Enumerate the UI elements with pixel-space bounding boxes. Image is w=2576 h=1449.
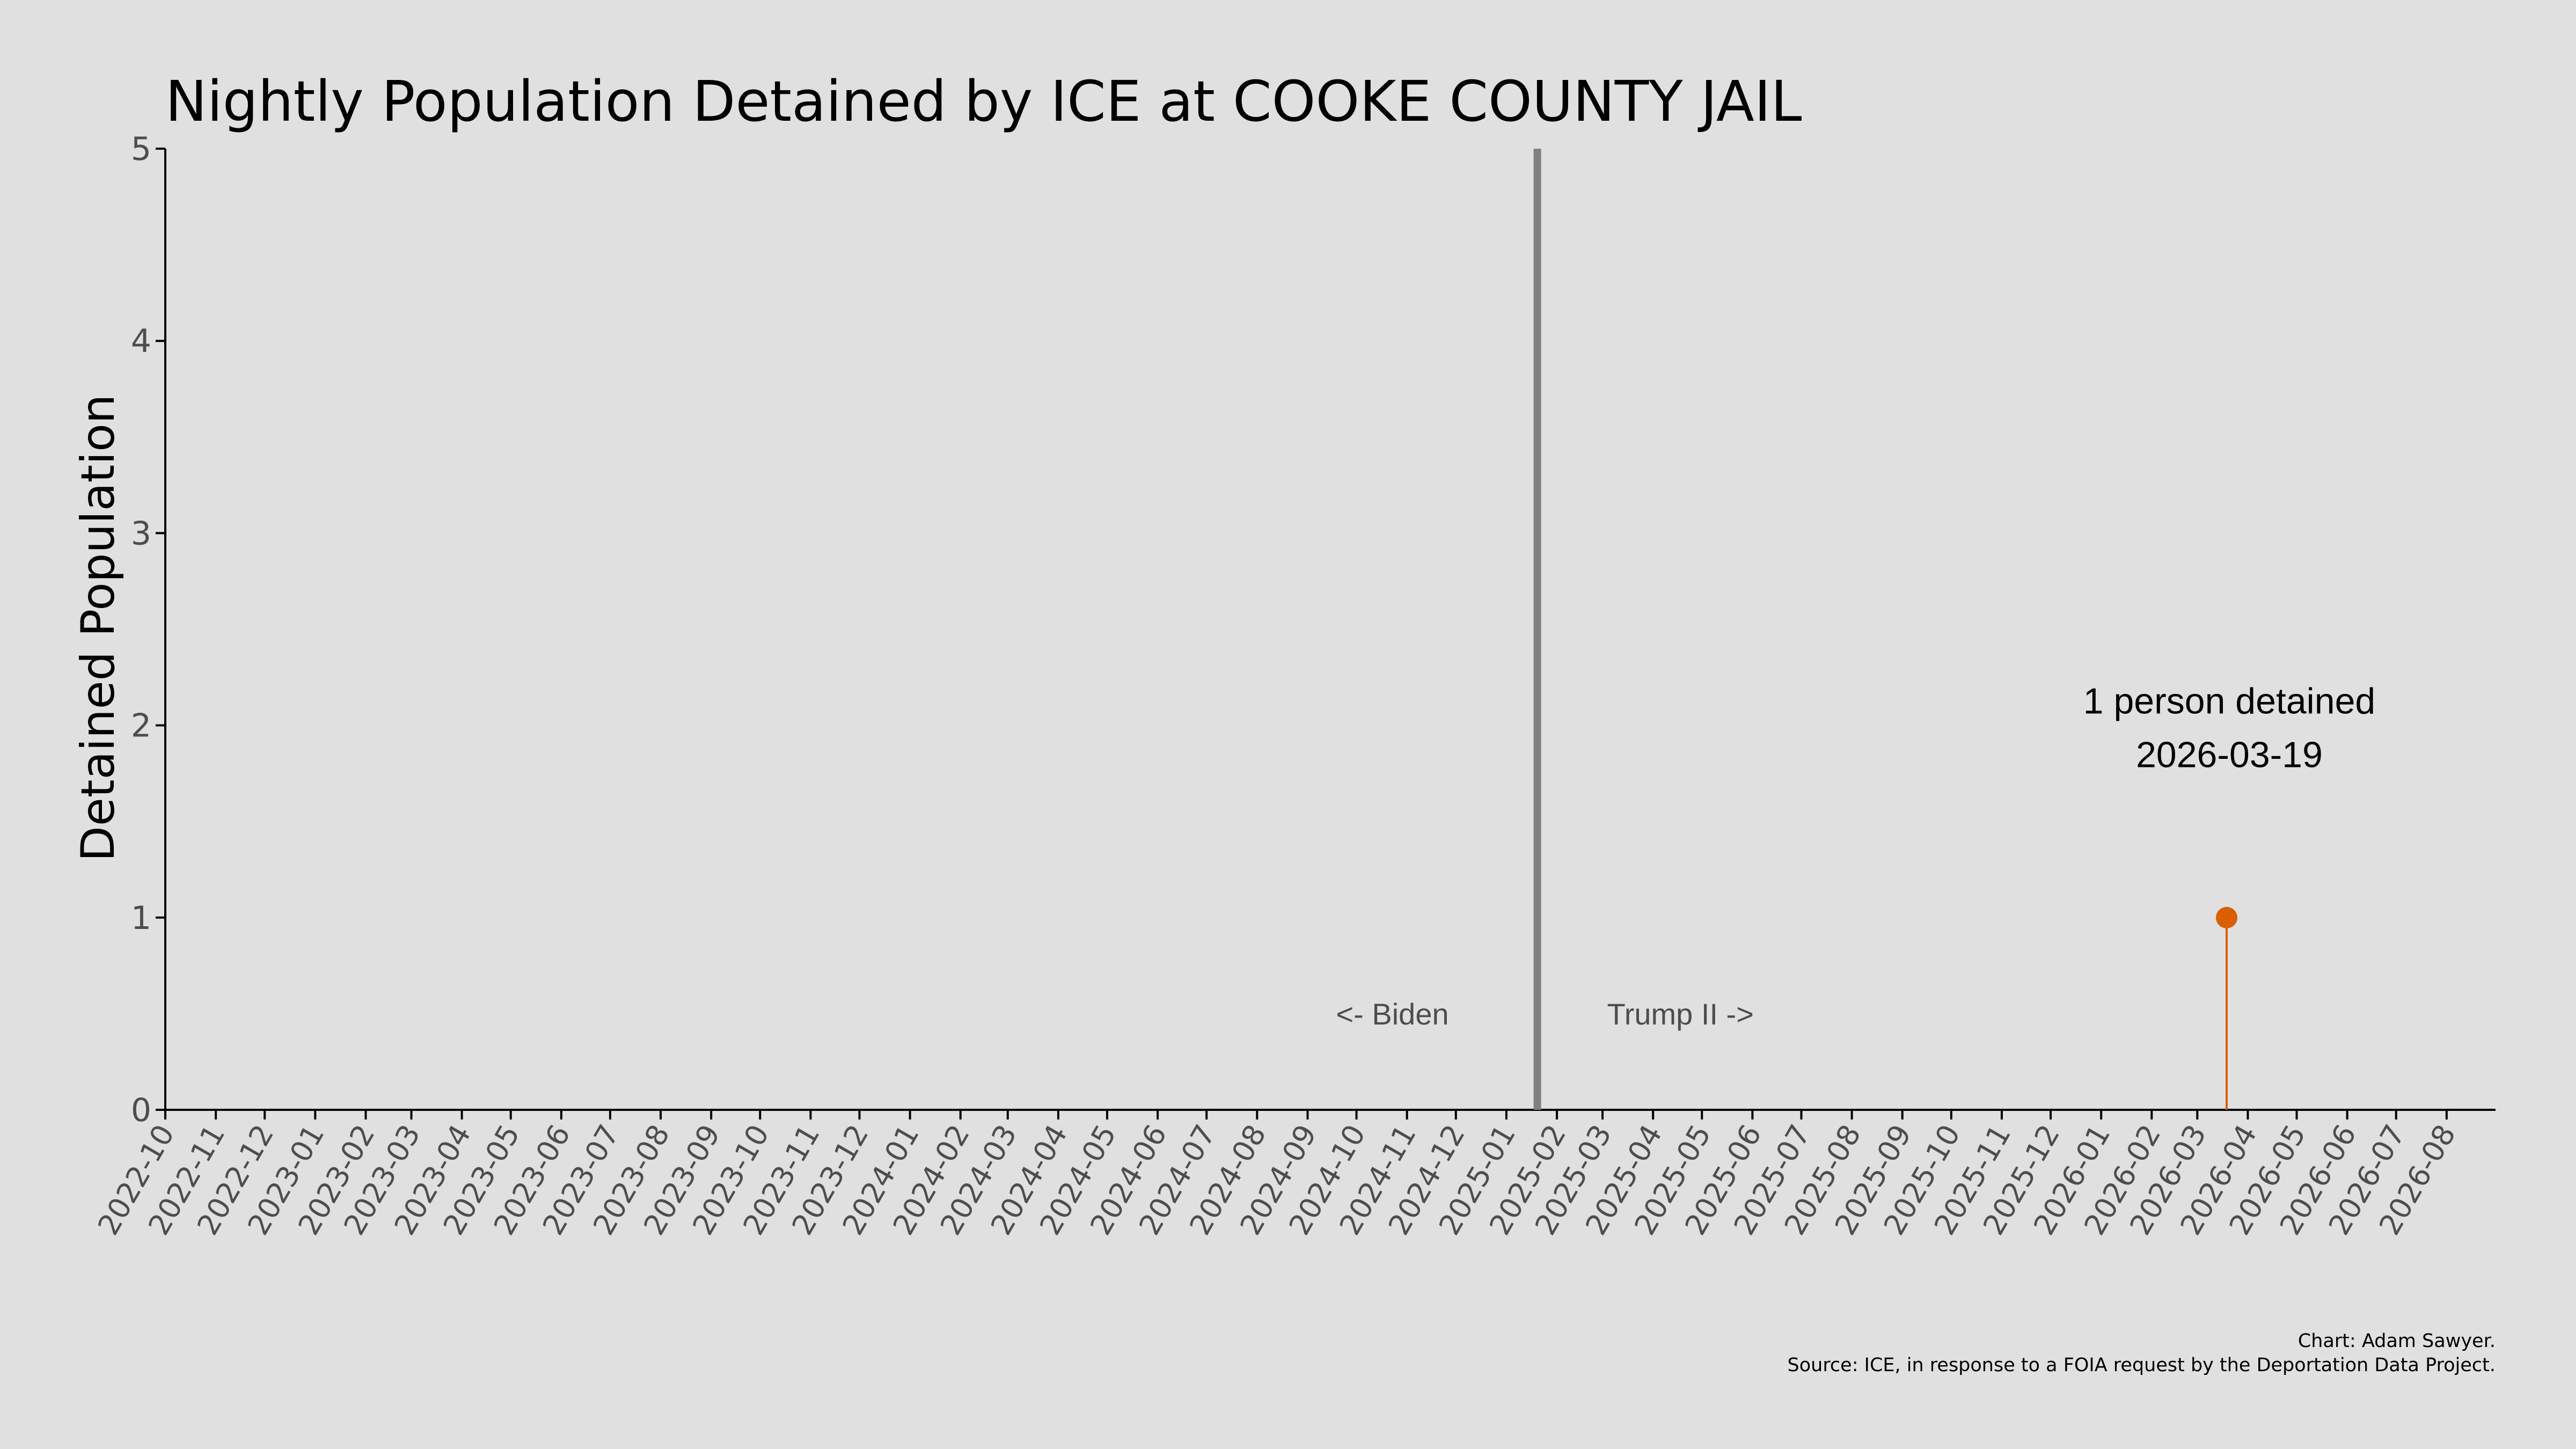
y-tick-label: 1 — [131, 899, 151, 937]
y-axis-label: Detained Population — [71, 394, 125, 862]
chart-title: Nightly Population Detained by ICE at CO… — [165, 69, 1802, 134]
biden-era-label: <- Biden — [1336, 997, 1448, 1031]
y-tick-label: 3 — [131, 515, 151, 552]
peak-annotation-date: 2026-03-19 — [2136, 735, 2323, 775]
peak-annotation-count: 1 person detained — [2083, 681, 2375, 722]
data-series — [2216, 906, 2237, 1110]
y-tick-label: 2 — [131, 707, 151, 745]
x-axis: 2022-102022-112022-122023-012023-022023-… — [91, 1110, 2462, 1241]
data-source: Source: ICE, in response to a FOIA reque… — [1788, 1355, 2496, 1376]
y-tick-label: 4 — [131, 323, 151, 360]
data-point — [2216, 906, 2237, 928]
y-tick-label: 5 — [131, 130, 151, 168]
chart-credit: Chart: Adam Sawyer. — [2298, 1330, 2496, 1352]
y-axis: 0 1 2 3 4 5 — [131, 130, 165, 1129]
trump-era-label: Trump II -> — [1607, 997, 1754, 1031]
y-tick-label: 0 — [131, 1092, 151, 1129]
